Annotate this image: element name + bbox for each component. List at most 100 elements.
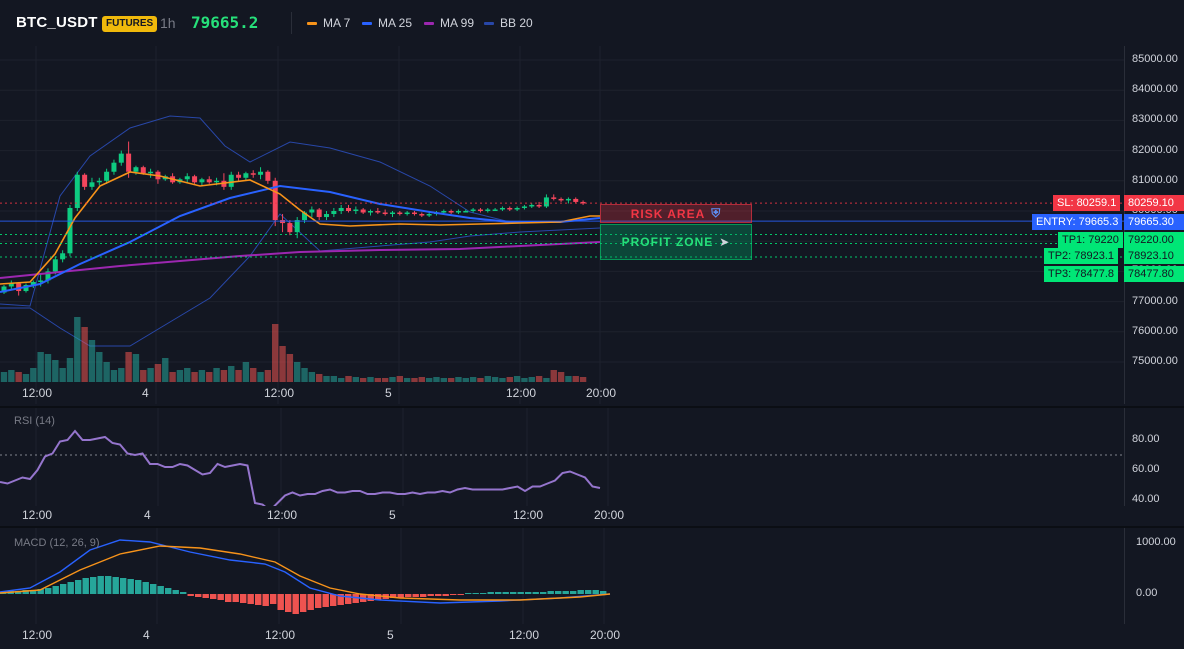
time-tick-label: 12:00	[264, 386, 295, 400]
candle-body	[272, 180, 278, 221]
volume-bar	[52, 360, 59, 382]
macd-pane[interactable]	[0, 528, 1124, 624]
interval-label[interactable]: 1h	[160, 15, 176, 31]
ma7-swatch	[307, 21, 317, 25]
sl-axis-label: 80259.10	[1124, 195, 1184, 211]
macd-histogram-bar	[142, 582, 149, 594]
macd-histogram-bar	[420, 594, 427, 597]
macd-time-axis[interactable]: 12:00 4 12:00 5 12:00 20:00	[0, 626, 1124, 648]
macd-histogram-bar	[367, 594, 374, 601]
candle-body	[67, 207, 73, 254]
time-tick-label: 12:00	[265, 628, 296, 642]
rsi-axis[interactable]: 80.00 60.00 40.00	[1124, 408, 1184, 506]
candle-body	[82, 174, 88, 187]
macd-histogram-bar	[240, 594, 247, 603]
volume-bar	[59, 368, 66, 382]
pane-divider-macd[interactable]	[0, 526, 1184, 528]
price-chart-pane[interactable]	[0, 46, 1124, 404]
ma25-swatch	[362, 21, 372, 25]
candle-body	[411, 212, 417, 215]
price-tick-label: 75000.00	[1132, 355, 1178, 367]
rsi-time-axis[interactable]: 12:00 4 12:00 5 12:00 20:00	[0, 506, 1124, 526]
candle-body	[404, 212, 410, 215]
symbol-name[interactable]: BTC_USDT	[16, 14, 98, 31]
volume-bar	[543, 378, 550, 382]
candle-body	[1, 286, 7, 293]
legend-ma99[interactable]: MA 99	[424, 16, 474, 30]
candle-body	[206, 179, 212, 183]
macd-histogram-bar	[225, 594, 232, 602]
volume-bar	[433, 377, 440, 382]
macd-histogram-bar	[307, 594, 314, 610]
candle-body	[302, 212, 308, 221]
legend-ma7[interactable]: MA 7	[307, 16, 350, 30]
profit-zone-label: PROFIT ZONE	[621, 235, 714, 249]
rocket-icon: ➤	[719, 235, 731, 249]
volume-bar	[162, 358, 169, 382]
volume-bar	[374, 378, 382, 382]
candle-body	[441, 211, 447, 213]
candle-body	[192, 176, 198, 183]
macd-histogram-bar	[592, 590, 599, 594]
candle-body	[89, 182, 95, 187]
legend-ma25[interactable]: MA 25	[362, 16, 412, 30]
macd-histogram-bar	[330, 594, 337, 606]
legend-bb20[interactable]: BB 20	[484, 16, 533, 30]
price-grid	[0, 46, 1124, 404]
tp3-label: TP3: 78477.8	[1044, 266, 1119, 282]
macd-histogram-bar	[210, 594, 217, 599]
macd-axis[interactable]: 1000.00 0.00	[1124, 528, 1184, 624]
profit-zone: PROFIT ZONE ➤	[600, 224, 752, 260]
volume-bar	[447, 378, 455, 382]
candle-body	[309, 209, 315, 213]
macd-signal-line	[0, 545, 611, 601]
volume-bar	[323, 376, 330, 382]
time-tick-label: 20:00	[594, 508, 625, 522]
macd-histogram-bar	[30, 590, 37, 594]
macd-histogram-bar	[172, 590, 179, 594]
price-time-axis[interactable]: 12:00 4 12:00 5 12:00 20:00	[0, 382, 1124, 406]
time-tick-label: 5	[389, 508, 396, 522]
candle-body	[565, 198, 571, 201]
volume-bar	[140, 370, 147, 382]
volume-bar	[198, 370, 206, 382]
volume-bar	[22, 374, 30, 382]
bb-upper-line	[0, 115, 601, 307]
pane-divider-rsi[interactable]	[0, 406, 1184, 408]
macd-histogram-bar	[397, 594, 404, 598]
candle-body	[96, 180, 102, 183]
price-tick-label: 81000.00	[1132, 173, 1178, 186]
volume-bar	[44, 354, 52, 382]
candle-body	[477, 209, 483, 211]
volume-bar	[359, 378, 367, 382]
candle-body	[426, 214, 432, 216]
macd-histogram-bar	[127, 579, 134, 594]
time-tick-label: 20:00	[586, 386, 617, 400]
candle-body	[8, 283, 14, 287]
macd-histogram-bar	[22, 590, 29, 594]
candle-body	[287, 223, 293, 233]
candle-body	[199, 179, 205, 183]
macd-histogram-bar	[495, 592, 502, 594]
volume-bar	[330, 376, 338, 382]
volume-bar	[15, 372, 22, 382]
volume-bar	[228, 366, 235, 382]
volume-bar	[367, 377, 374, 382]
macd-histogram-bar	[427, 594, 434, 596]
macd-histogram-bar	[345, 594, 352, 604]
candle-body	[463, 211, 469, 213]
macd-histogram-bar	[135, 580, 142, 594]
volume-bar	[88, 340, 96, 382]
candle-body	[536, 204, 542, 207]
time-tick-label: 4	[143, 628, 150, 642]
volume-bar	[469, 377, 477, 382]
candle-body	[126, 153, 132, 172]
volume-bar	[403, 378, 411, 382]
volume-bar	[565, 376, 572, 382]
volume-bars	[0, 317, 587, 382]
macd-histogram-bar	[390, 594, 397, 598]
candle-body	[30, 281, 36, 285]
macd-line	[0, 539, 611, 604]
rsi-pane[interactable]	[0, 408, 1124, 506]
macd-tick-label: 0.00	[1136, 587, 1158, 599]
